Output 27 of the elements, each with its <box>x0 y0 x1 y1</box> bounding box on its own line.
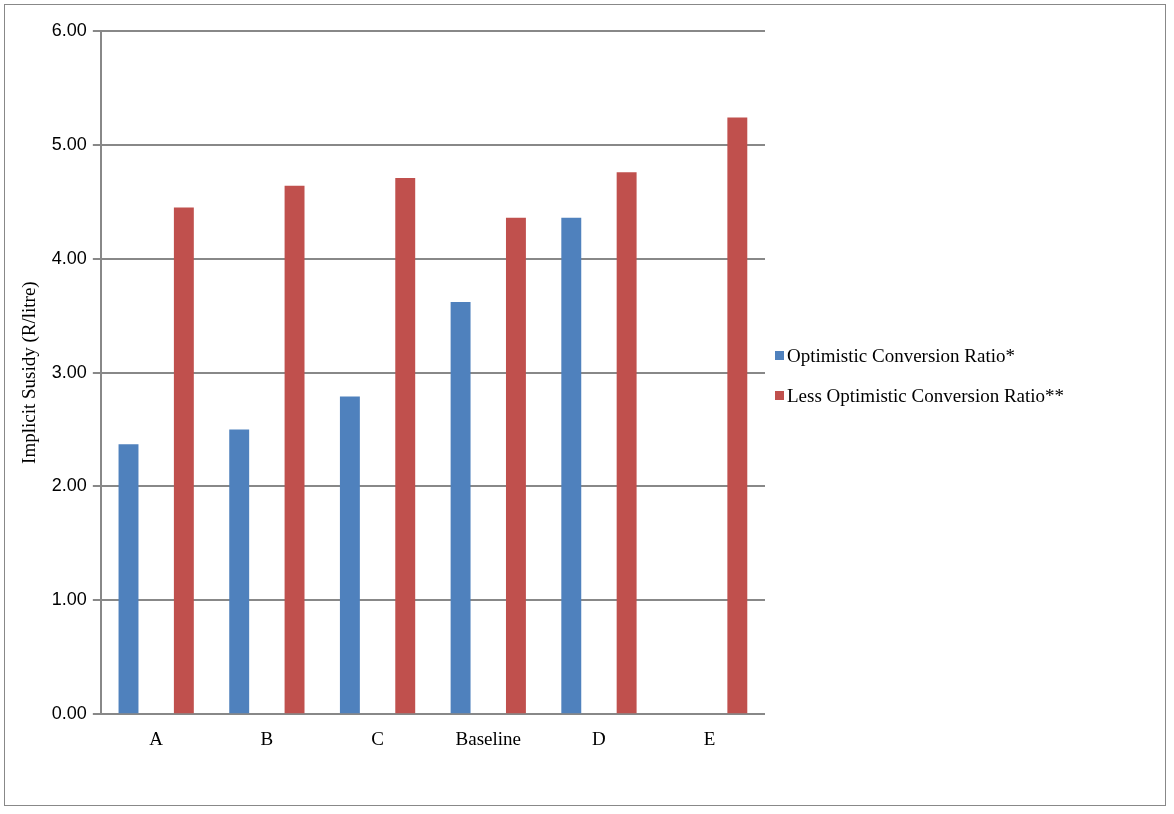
x-tick-label: E <box>703 727 716 749</box>
y-tick-label: 2.00 <box>51 475 87 496</box>
x-tick-label: C <box>371 727 384 749</box>
bar <box>229 429 250 714</box>
bar <box>395 177 416 714</box>
bar <box>727 117 748 714</box>
x-tick-label: B <box>260 727 274 749</box>
y-tick-label: 5.00 <box>51 133 87 154</box>
bar <box>450 302 471 714</box>
x-tick-label: D <box>592 727 606 749</box>
y-tick-label: 1.00 <box>51 589 87 610</box>
bar <box>284 185 305 714</box>
y-tick-label: 0.00 <box>51 703 87 724</box>
y-axis-title: Implicit Susidy (R/litre) <box>18 281 41 464</box>
legend-label: Less Optimistic Conversion Ratio** <box>787 385 1065 407</box>
y-tick-label: 6.00 <box>51 19 87 40</box>
y-tick-label: 3.00 <box>51 361 87 382</box>
x-tick-label: Baseline <box>455 727 521 749</box>
y-tick-label: 4.00 <box>51 247 87 268</box>
bar <box>339 396 360 714</box>
legend-label: Optimistic Conversion Ratio* <box>787 345 1015 367</box>
bar <box>616 172 637 714</box>
bar <box>118 444 139 714</box>
bar <box>173 207 194 714</box>
bar <box>505 217 526 714</box>
x-tick-label: A <box>149 727 164 749</box>
bar <box>561 217 582 714</box>
